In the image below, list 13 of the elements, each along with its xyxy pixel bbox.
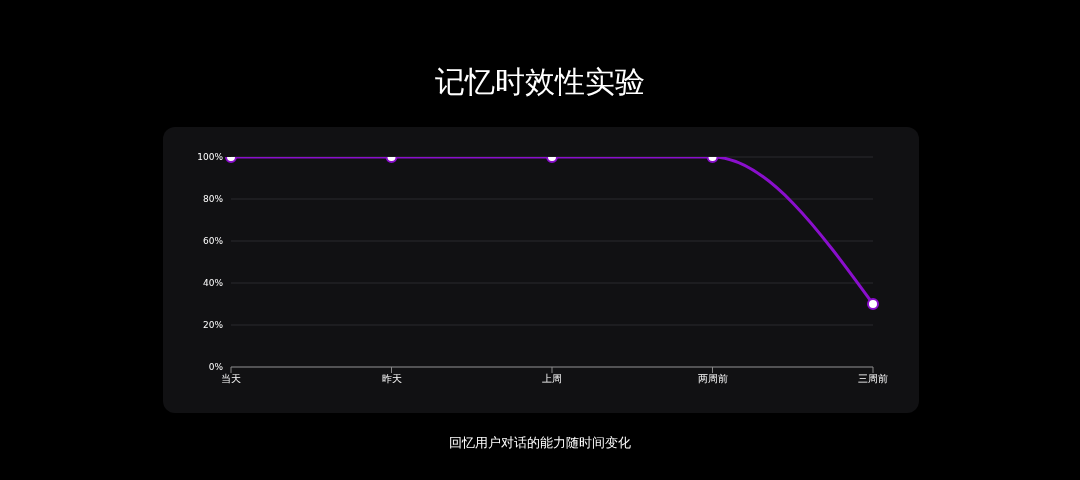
y-tick-label: 80% (202, 194, 224, 205)
y-tick-label: 20% (202, 320, 224, 331)
y-tick-label: 100% (197, 152, 224, 163)
y-tick-label: 0% (208, 362, 224, 373)
y-tick-label: 60% (202, 236, 224, 247)
x-tick-label: 两周前 (697, 373, 728, 385)
x-tick-label: 当天 (221, 373, 241, 385)
chart-title: 记忆时效性实验 (434, 63, 646, 101)
y-tick-label: 40% (202, 278, 224, 289)
x-tick-label: 昨天 (381, 373, 402, 385)
text: 回忆用户对话的能力随时间变化 (448, 434, 632, 452)
x-tick-label: 三周前 (858, 373, 888, 385)
x-tick-label: 上周 (542, 373, 562, 385)
